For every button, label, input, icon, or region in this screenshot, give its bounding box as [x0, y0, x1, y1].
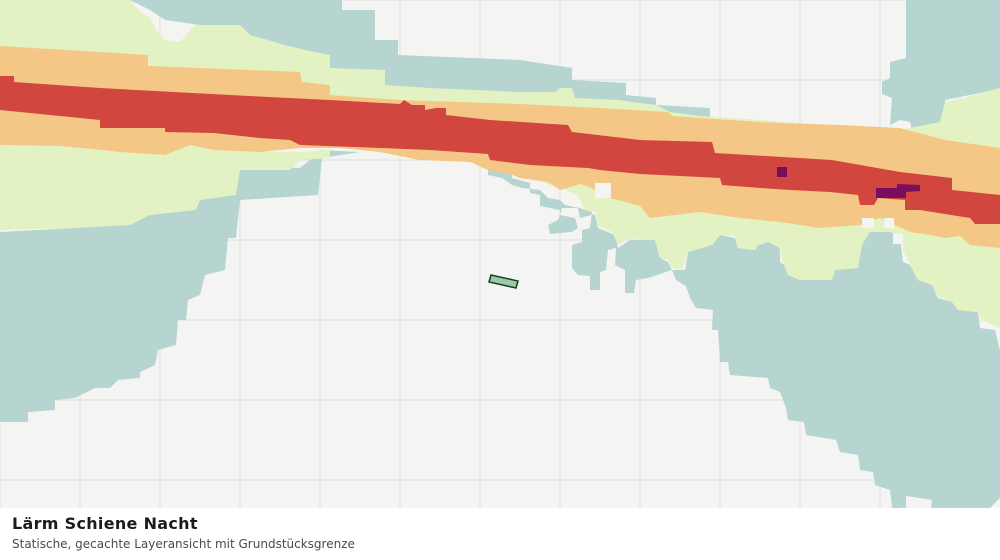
noise-zone-green-west	[0, 145, 330, 230]
white-gaps	[595, 183, 903, 508]
layer-title: Lärm Schiene Nacht	[12, 514, 198, 533]
noise-hotspot-1	[777, 167, 787, 177]
layer-subtitle: Statische, gecachte Layeransicht mit Gru…	[12, 537, 355, 551]
noise-hotspot-2	[876, 184, 920, 198]
noise-zone-teal-east	[882, 0, 1000, 132]
noise-map	[0, 0, 1000, 508]
noise-zone-red-band	[0, 76, 1000, 224]
noise-zone-teal-center	[488, 162, 1000, 508]
map-legend-footer: Lärm Schiene Nacht Statische, gecachte L…	[0, 508, 1000, 560]
parcel-boundary[interactable]	[488, 274, 519, 289]
noise-zone-red	[0, 76, 1000, 224]
map-view[interactable]	[0, 0, 1000, 508]
noise-zone-purple	[777, 167, 920, 198]
noise-zone-teal-west	[0, 150, 360, 422]
